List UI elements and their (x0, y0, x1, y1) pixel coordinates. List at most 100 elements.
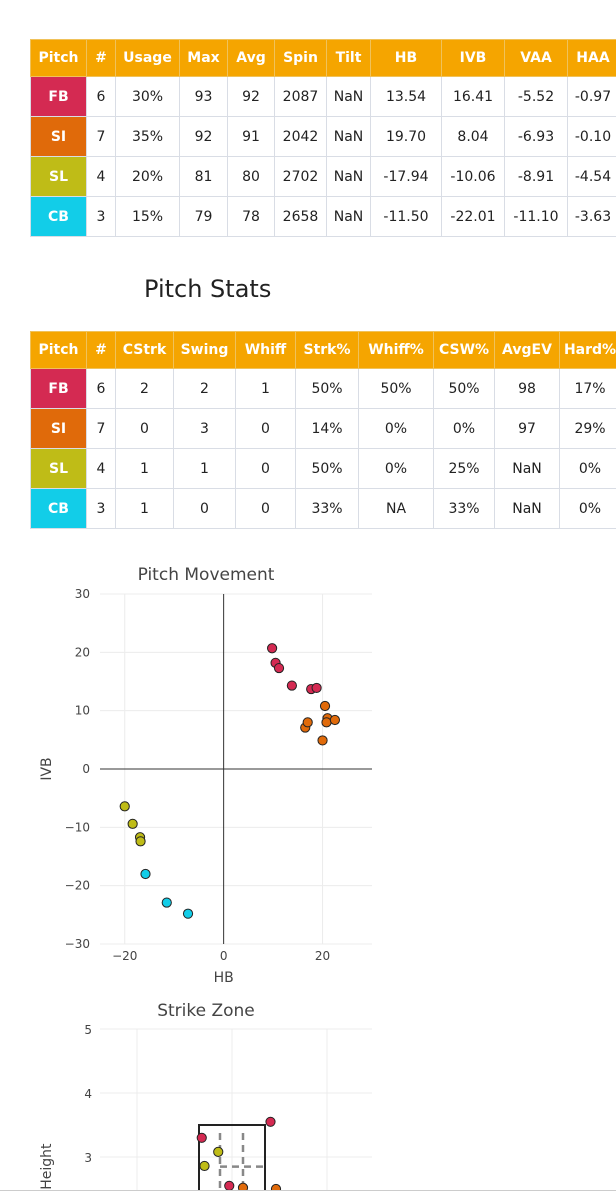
column-header: Usage (116, 40, 180, 77)
table-cell: 50% (359, 369, 434, 409)
table-cell: -0.97 (568, 77, 616, 117)
column-header: Pitch (31, 332, 87, 369)
column-header: Spin (275, 40, 327, 77)
table-cell: 20% (116, 157, 180, 197)
data-point-si (320, 701, 329, 710)
pitch-type-cell: SI (31, 409, 87, 449)
column-header: Hard% (560, 332, 616, 369)
table-cell: NaN (495, 489, 560, 529)
table-cell: 2702 (275, 157, 327, 197)
data-point-sl (128, 819, 137, 828)
table-cell: 0 (174, 489, 236, 529)
column-header: Whiff% (359, 332, 434, 369)
y-tick-label: 10 (75, 704, 90, 718)
table-cell: 1 (116, 449, 174, 489)
table-cell: 81 (180, 157, 228, 197)
bottom-toolbar (0, 1190, 616, 1201)
table-cell: -3.63 (568, 197, 616, 237)
y-axis-label: IVB (39, 757, 55, 780)
data-point-sl (200, 1161, 209, 1170)
table-cell: 78 (228, 197, 275, 237)
pitch-type-cell: CB (31, 197, 87, 237)
table-cell: -11.10 (505, 197, 568, 237)
table-cell: 2658 (275, 197, 327, 237)
column-header: Max (180, 40, 228, 77)
table-cell: 92 (228, 77, 275, 117)
table-cell: -10.06 (442, 157, 505, 197)
pitch-type-cell: FB (31, 77, 87, 117)
column-header: # (87, 332, 116, 369)
table-cell: 29% (560, 409, 616, 449)
table-cell: 0 (236, 449, 296, 489)
data-point-fb (274, 663, 283, 672)
column-header: VAA (505, 40, 568, 77)
y-tick-label: 4 (84, 1087, 92, 1101)
table-cell: 0% (560, 489, 616, 529)
table-cell: 0% (359, 449, 434, 489)
data-point-fb (312, 683, 321, 692)
y-tick-label: −20 (65, 879, 90, 893)
table-cell: 0% (359, 409, 434, 449)
table-cell: 33% (296, 489, 359, 529)
table-cell: 91 (228, 117, 275, 157)
table-cell: 17% (560, 369, 616, 409)
table-cell: 6 (87, 77, 116, 117)
column-header: Tilt (327, 40, 371, 77)
column-header: HB (371, 40, 442, 77)
data-point-fb (287, 681, 296, 690)
column-header: CStrk (116, 332, 174, 369)
table-cell: 50% (296, 369, 359, 409)
pitch-stats-title: Pitch Stats (144, 275, 271, 303)
table-cell: 1 (116, 489, 174, 529)
column-header: IVB (442, 40, 505, 77)
data-point-sl (214, 1147, 223, 1156)
column-header: Strk% (296, 332, 359, 369)
column-header: Whiff (236, 332, 296, 369)
data-point-si (318, 736, 327, 745)
table-cell: 0% (560, 449, 616, 489)
table-cell: 50% (296, 449, 359, 489)
table-cell: NA (359, 489, 434, 529)
pitch-type-cell: FB (31, 369, 87, 409)
y-tick-label: 30 (75, 587, 90, 601)
table-cell: 97 (495, 409, 560, 449)
table-cell: -11.50 (371, 197, 442, 237)
table-cell: 1 (174, 449, 236, 489)
table-cell: -5.52 (505, 77, 568, 117)
data-point-si (322, 718, 331, 727)
y-tick-label: 5 (84, 1023, 92, 1037)
pitch-type-cell: SL (31, 157, 87, 197)
table-cell: 2042 (275, 117, 327, 157)
table-cell: NaN (327, 117, 371, 157)
table-cell: NaN (495, 449, 560, 489)
data-point-sl (120, 802, 129, 811)
data-point-cb (141, 869, 150, 878)
table-cell: 2 (174, 369, 236, 409)
table-cell: 8.04 (442, 117, 505, 157)
column-header: HAA (568, 40, 616, 77)
table-cell: NaN (327, 157, 371, 197)
table-cell: -6.93 (505, 117, 568, 157)
table-cell: 4 (87, 157, 116, 197)
table-cell: 4 (87, 449, 116, 489)
pitch-type-cell: CB (31, 489, 87, 529)
data-point-fb (268, 644, 277, 653)
table-cell: -4.54 (568, 157, 616, 197)
data-point-cb (162, 898, 171, 907)
x-tick-label: −20 (112, 949, 137, 963)
x-tick-label: 20 (315, 949, 330, 963)
table-cell: 7 (87, 117, 116, 157)
table-cell: 13.54 (371, 77, 442, 117)
table-cell: 6 (87, 369, 116, 409)
y-tick-label: 0 (82, 762, 90, 776)
table-cell: 2087 (275, 77, 327, 117)
table-cell: 15% (116, 197, 180, 237)
data-point-sl (136, 837, 145, 846)
